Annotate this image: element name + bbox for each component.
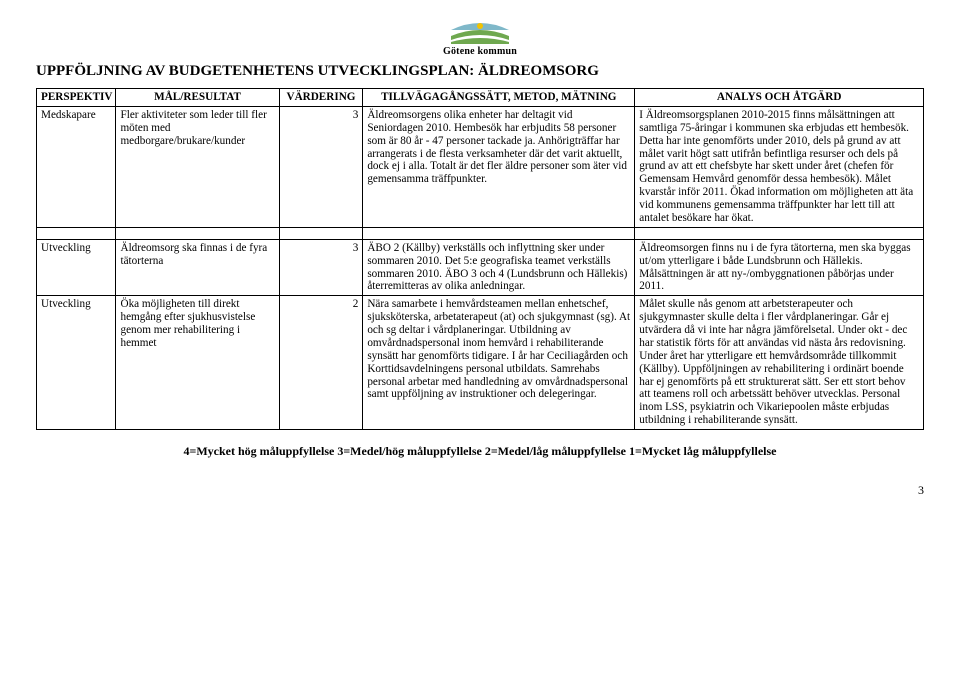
cell-vardering: 3: [279, 239, 363, 296]
cell-metod: ÄBO 2 (Källby) verkställs och inflyttnin…: [363, 239, 635, 296]
page-title: UPPFÖLJNING AV BUDGETENHETENS UTVECKLING…: [36, 63, 924, 80]
cell-mal: Öka möjligheten till direkt hemgång efte…: [116, 296, 279, 430]
municipality-logo-icon: [449, 16, 511, 44]
col-mal: MÅL/RESULTAT: [116, 89, 279, 107]
logo: Götene kommun: [36, 16, 924, 57]
cell-perspektiv: Utveckling: [37, 239, 116, 296]
col-vardering: VÄRDERING: [279, 89, 363, 107]
col-analys: ANALYS OCH ÅTGÄRD: [635, 89, 924, 107]
cell-vardering: 3: [279, 106, 363, 227]
rating-scale-footnote: 4=Mycket hög måluppfyllelse 3=Medel/hög …: [36, 444, 924, 459]
cell-analys: Målet skulle nås genom att arbetsterapeu…: [635, 296, 924, 430]
page-number: 3: [36, 483, 924, 498]
cell-perspektiv: Medskapare: [37, 106, 116, 227]
col-perspektiv: PERSPEKTIV: [37, 89, 116, 107]
cell-metod: Äldreomsorgens olika enheter har deltagi…: [363, 106, 635, 227]
table-header-row: PERSPEKTIV MÅL/RESULTAT VÄRDERING TILLVÄ…: [37, 89, 924, 107]
cell-analys: I Äldreomsorgsplanen 2010-2015 finns mål…: [635, 106, 924, 227]
page: Götene kommun UPPFÖLJNING AV BUDGETENHET…: [0, 0, 960, 506]
plan-table: PERSPEKTIV MÅL/RESULTAT VÄRDERING TILLVÄ…: [36, 88, 924, 430]
col-metod: TILLVÄGAGÅNGSSÄTT, METOD, MÄTNING: [363, 89, 635, 107]
cell-analys: Äldreomsorgen finns nu i de fyra tätorte…: [635, 239, 924, 296]
cell-perspektiv: Utveckling: [37, 296, 116, 430]
cell-mal: Fler aktiviteter som leder till fler möt…: [116, 106, 279, 227]
logo-text: Götene kommun: [443, 46, 517, 57]
cell-metod: Nära samarbete i hemvårdsteamen mellan e…: [363, 296, 635, 430]
table-row: Utveckling Äldreomsorg ska finnas i de f…: [37, 239, 924, 296]
table-row: Medskapare Fler aktiviteter som leder ti…: [37, 106, 924, 227]
spacer-row: [37, 227, 924, 239]
cell-mal: Äldreomsorg ska finnas i de fyra tätorte…: [116, 239, 279, 296]
table-row: Utveckling Öka möjligheten till direkt h…: [37, 296, 924, 430]
cell-vardering: 2: [279, 296, 363, 430]
